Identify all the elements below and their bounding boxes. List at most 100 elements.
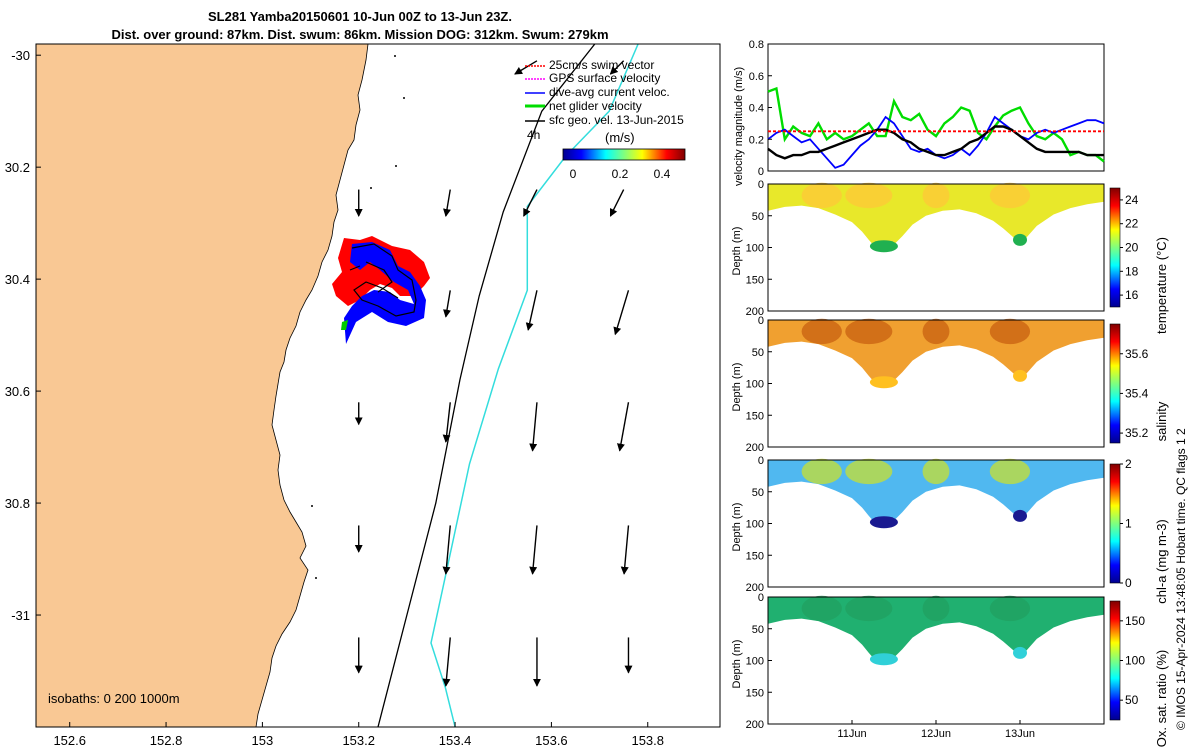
map-x-tick-label: 152.8 [150,733,183,748]
colorbar-tick-label: 24 [1125,193,1139,207]
depth-tick-label: 100 [746,379,764,391]
colorbar-tick-label: 16 [1125,288,1139,302]
depth-tick-label: 150 [746,550,764,562]
velocity-y-tick-label: 0.2 [749,134,764,146]
velocity-series-line [767,125,1104,160]
colorbar-tick-label: 50 [1125,693,1139,707]
velocity-y-tick-label: 0.8 [749,39,764,51]
map-x-tick-label: 153.8 [631,733,664,748]
map-y-tick-label: 30.4 [5,272,30,287]
colorbar-tick-label: 18 [1125,264,1139,278]
map-colorbar-tick: 0 [570,167,577,181]
sfc-vector-arrow [620,525,630,575]
map-colorbar-label: (m/s) [605,130,635,145]
depth-tick-label: 150 [746,687,764,699]
depth-axis-label: Depth (m) [731,503,743,552]
colorbar-label: Ox. sat. ratio (%) [1154,650,1169,748]
map-x-ticks: 152.6 152.8 153 153.2 153.4 153.6 153.8 [53,722,664,748]
depth-tick-label: 100 [746,243,764,255]
colorbar-tick-label: 2 [1125,457,1132,471]
depth-tick-label: 200 [746,719,764,731]
depth-tick-label: 200 [746,306,764,318]
depth-tick-label: 150 [746,274,764,286]
colorbar-tick-label: 150 [1125,614,1145,628]
depth-tick-label: 200 [746,442,764,454]
map-x-tick-label: 153 [252,733,274,748]
velocity-series-line [767,86,1105,163]
velocity-ylabel: velocity magnitude (m/s) [733,67,745,186]
sfc-vector-arrow [443,290,451,318]
sfc-vector-arrow [525,290,538,331]
depth-tick-label: 0 [758,315,764,327]
sfc-vector-arrow [529,402,538,452]
colorbar-tick-label: 20 [1125,241,1139,255]
chart-title-line1: SL281 Yamba20150601 10-Jun 00Z to 13-Jun… [208,9,512,24]
section-colorbar [1109,187,1121,308]
legend-item-gps: GPS surface velocity [549,71,660,85]
isobath-200m [377,44,596,727]
legend-item-net: net glider velocity [549,99,642,113]
isobaths-label: isobaths: 0 200 1000m [48,691,180,706]
sfc-geo-vectors [354,60,633,687]
map-y-tick-label: 30.8 [5,496,30,511]
map-colorbar-tick: 0.4 [654,167,671,181]
map-y-tick-label: 30.2 [5,160,30,175]
map-y-tick-label: 30.6 [5,384,30,399]
depth-tick-label: 200 [746,582,764,594]
colorbar-tick-label: 35.6 [1125,347,1149,361]
map-x-tick-label: 152.6 [53,733,86,748]
chart-title-line2: Dist. over ground: 87km. Dist. swum: 86k… [111,27,609,42]
colorbar-tick-label: 35.4 [1125,386,1149,400]
depth-tick-label: 100 [746,519,764,531]
legend-item-swim: 25cm/s swim vector [549,58,654,72]
colorbar-label: temperature (°C) [1154,237,1169,334]
sfc-vector-arrow [443,189,451,217]
map-legend: 25cm/s swim vector GPS surface velocity … [525,58,686,181]
imos-credit: © IMOS 15-Apr-2024 13:48:05 Hobart time.… [1174,428,1188,730]
date-tick-label: 13Jun [1005,728,1035,740]
section-colorbar [1109,323,1121,444]
date-tick-label: 12Jun [921,728,951,740]
sfc-vector-arrow [523,189,538,217]
depth-tick-label: 0 [758,592,764,604]
depth-tick-label: 50 [752,211,764,223]
legend-item-current: dive-avg current veloc. [549,85,670,99]
depth-tick-label: 50 [752,624,764,636]
sfc-vector-arrow [529,525,538,575]
colorbar-tick-label: 35.2 [1125,426,1149,440]
section-colorbar [1109,600,1121,721]
depth-axis-label: Depth (m) [731,640,743,689]
colorbar-tick-label: 1 [1125,517,1132,531]
sfc-vector-arrow [442,525,451,575]
depth-tick-label: 100 [746,656,764,668]
depth-axis-label: Depth (m) [731,227,743,276]
isobath-1000m [430,44,639,727]
velocity-y-tick-label: 0 [758,166,764,178]
map-y-ticks: -30 30.2 30.4 30.6 30.8 -31 [5,48,41,623]
legend-item-sfc: sfc geo. vel. 13-Jun-2015 [549,113,684,127]
map-y-tick-label: -31 [11,608,30,623]
velocity-y-tick-label: 0.4 [749,103,764,115]
glider-track [332,236,430,344]
map-colorbar [562,148,686,161]
depth-tick-label: 50 [752,347,764,359]
map-colorbar-tick: 0.2 [612,167,629,181]
velocity-plot [767,86,1105,169]
colorbar-label: chl-a (mg m-3) [1154,519,1169,604]
map-x-tick-label: 153.4 [439,733,472,748]
date-tick-label: 11Jun [837,728,866,740]
sfc-vector-arrow [442,637,451,687]
colorbar-tick-label: 0 [1125,576,1132,590]
sfc-vector-arrow [609,189,625,217]
map-y-tick-label: -30 [11,48,30,63]
map-x-tick-label: 153.6 [535,733,568,748]
colorbar-label: salinity [1154,401,1169,441]
map-frame [35,43,721,728]
depth-tick-label: 0 [758,179,764,191]
sfc-vector-arrow [616,402,630,452]
sfc-vector-arrow [514,60,538,75]
coastline-land [36,44,369,727]
sfc-vector-arrow [609,60,625,75]
